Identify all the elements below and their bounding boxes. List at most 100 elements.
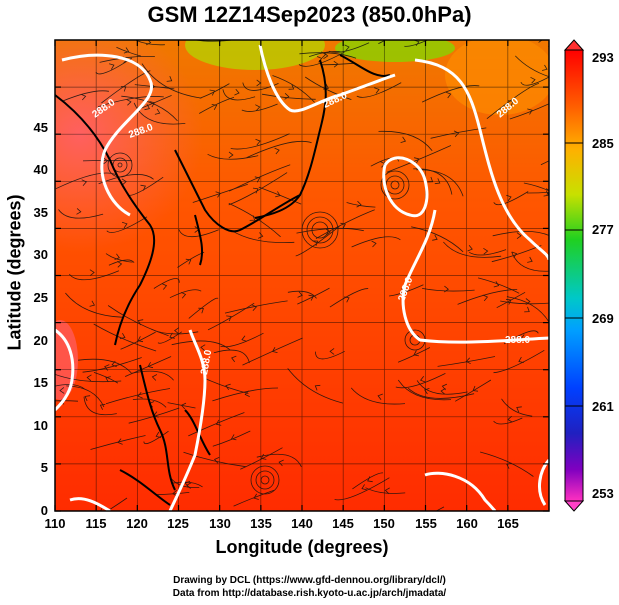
streamline xyxy=(287,368,343,404)
streamline xyxy=(156,492,190,496)
y-tick-label: 30 xyxy=(33,247,48,262)
streamline-arrow xyxy=(374,87,380,94)
streamline xyxy=(222,89,256,101)
colorbar-tick-label: 293 xyxy=(592,50,614,65)
streamline xyxy=(188,297,219,319)
streamline xyxy=(500,300,549,305)
contour-label: 288.0 xyxy=(505,335,530,346)
streamline xyxy=(143,430,169,445)
streamline xyxy=(131,370,174,381)
streamline-arrow xyxy=(260,453,267,460)
streamline xyxy=(455,379,492,402)
streamline-arrow xyxy=(377,393,383,401)
streamline xyxy=(493,349,545,374)
x-tick-label: 145 xyxy=(332,516,354,531)
isotherm-contours xyxy=(55,44,549,511)
streamline-arrow xyxy=(506,194,512,202)
temperature-field: 288.0 288.0 288.0 288.0 288.0 288.0 288.… xyxy=(55,37,563,511)
streamline-arrow xyxy=(506,462,512,469)
y-tick-label: 25 xyxy=(33,290,48,305)
streamline-arrow xyxy=(103,157,109,165)
streamline xyxy=(101,70,151,104)
streamline xyxy=(411,226,464,253)
streamline-arrow xyxy=(258,232,264,239)
streamline-arrow xyxy=(180,291,187,299)
streamline-arrow xyxy=(137,336,144,343)
streamline-arrow xyxy=(413,350,419,357)
streamline xyxy=(99,55,155,63)
streamline-arrow xyxy=(144,104,151,111)
streamline xyxy=(157,331,183,344)
streamline-arrow xyxy=(59,387,65,394)
streamline-arrow xyxy=(151,374,158,381)
x-tick-label: 130 xyxy=(209,516,231,531)
streamline xyxy=(421,85,480,103)
streamline-arrow xyxy=(482,294,489,302)
circulation-streamline xyxy=(301,211,339,249)
streamline-arrow xyxy=(558,37,563,42)
streamline xyxy=(486,83,540,120)
streamline-arrow xyxy=(274,147,280,155)
circulation-streamline xyxy=(255,470,275,490)
streamline-arrow xyxy=(80,93,87,101)
streamline-arrow xyxy=(505,298,512,305)
streamline xyxy=(479,451,534,477)
colorbar-tick-label: 261 xyxy=(592,399,614,414)
streamline-arrow xyxy=(314,384,321,391)
streamline-arrow xyxy=(524,306,530,313)
streamline-arrow xyxy=(467,244,473,252)
streamline-arrow xyxy=(161,283,168,290)
streamline xyxy=(83,396,117,416)
streamline xyxy=(228,172,288,206)
x-tick-label: 115 xyxy=(85,516,107,531)
streamline-arrow xyxy=(241,335,247,342)
streamline xyxy=(230,229,295,244)
streamline xyxy=(241,103,278,112)
streamline xyxy=(220,332,264,348)
axis-ticks xyxy=(54,40,549,512)
streamline-arrow xyxy=(169,332,175,339)
streamline-arrow xyxy=(323,52,329,60)
streamline xyxy=(203,377,249,394)
streamline xyxy=(416,169,464,197)
credit-line-2: Data from http://database.rish.kyoto-u.a… xyxy=(172,588,447,599)
colorbar-tick-label: 269 xyxy=(592,311,614,326)
streamline xyxy=(298,51,345,67)
streamline xyxy=(457,289,518,305)
streamline xyxy=(171,340,231,351)
streamline xyxy=(538,40,543,43)
streamline-arrow xyxy=(84,395,91,402)
streamline-arrow xyxy=(465,357,471,365)
streamline-arrow xyxy=(154,108,161,115)
streamline-arrow xyxy=(367,476,373,483)
streamline xyxy=(352,472,384,490)
streamline-arrow xyxy=(400,136,407,143)
circulation-streamline xyxy=(107,152,133,178)
streamline xyxy=(212,430,251,447)
streamline xyxy=(308,51,343,57)
streamline xyxy=(515,55,549,78)
streamline xyxy=(169,289,202,299)
streamline-arrow xyxy=(507,415,513,423)
circulation-streamline xyxy=(260,475,270,485)
streamline xyxy=(82,357,142,373)
streamline-arrow xyxy=(507,100,514,106)
streamline-arrow xyxy=(230,434,237,441)
streamline xyxy=(121,95,178,122)
circulation-streamline xyxy=(306,216,334,244)
streamline-arrow xyxy=(147,361,154,369)
x-tick-label: 110 xyxy=(44,516,66,531)
streamline xyxy=(82,160,133,162)
streamline-arrow xyxy=(288,84,295,90)
circulation-streamline xyxy=(117,162,123,168)
streamline xyxy=(132,398,167,408)
streamline-arrow xyxy=(297,291,303,298)
streamline xyxy=(478,277,520,294)
streamline-arrow xyxy=(226,315,232,322)
circulation-streamline xyxy=(390,180,400,190)
streamline xyxy=(523,182,549,192)
streamline-arrow xyxy=(114,253,120,260)
wind-streamlines xyxy=(55,37,563,511)
y-tick-label: 5 xyxy=(40,460,48,475)
streamline-arrow xyxy=(516,406,522,413)
